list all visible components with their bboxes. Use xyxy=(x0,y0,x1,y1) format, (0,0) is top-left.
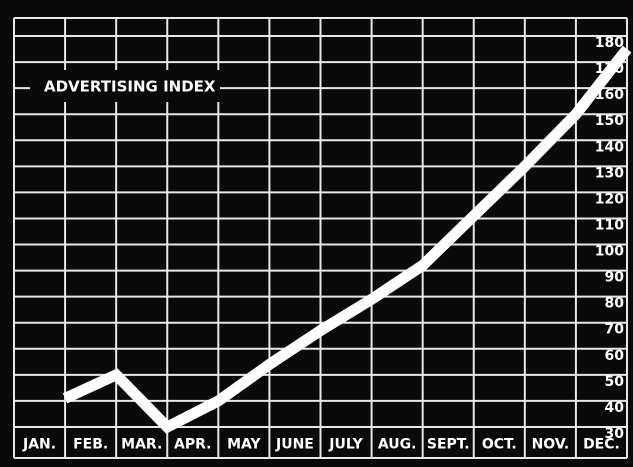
y-tick-label: 110 xyxy=(595,217,624,233)
x-tick-label: AUG. xyxy=(378,437,417,453)
x-tick-label: DEC. xyxy=(583,437,620,453)
x-tick-label: MAY xyxy=(227,437,261,453)
title-box xyxy=(30,70,220,102)
y-tick-label: 140 xyxy=(595,139,624,155)
y-tick-label: 120 xyxy=(595,191,624,207)
y-tick-label: 160 xyxy=(595,87,624,103)
y-tick-label: 100 xyxy=(595,244,624,260)
y-tick-label: 40 xyxy=(605,400,625,416)
y-tick-label: 70 xyxy=(605,322,625,338)
y-tick-label: 130 xyxy=(595,165,624,181)
x-tick-label: SEPT. xyxy=(427,437,470,453)
y-tick-label: 180 xyxy=(595,35,624,51)
data-line xyxy=(62,45,632,434)
y-tick-label: 80 xyxy=(605,296,625,312)
x-tick-label: JULY xyxy=(328,437,363,453)
y-tick-label: 90 xyxy=(605,270,625,286)
y-tick-label: 30 xyxy=(605,426,625,442)
x-tick-label: FEB. xyxy=(73,437,108,453)
x-tick-label: MAR. xyxy=(121,437,162,453)
y-tick-label: 150 xyxy=(595,113,624,129)
y-tick-label: 50 xyxy=(605,374,625,390)
x-tick-label: JAN. xyxy=(22,437,56,453)
y-tick-label: 60 xyxy=(605,348,625,364)
x-tick-label: APR. xyxy=(174,437,211,453)
x-tick-label: OCT. xyxy=(482,437,517,453)
x-tick-label: JUNE xyxy=(275,437,314,453)
x-tick-label: NOV. xyxy=(532,437,570,453)
chart-title: ADVERTISING INDEX xyxy=(44,78,216,96)
